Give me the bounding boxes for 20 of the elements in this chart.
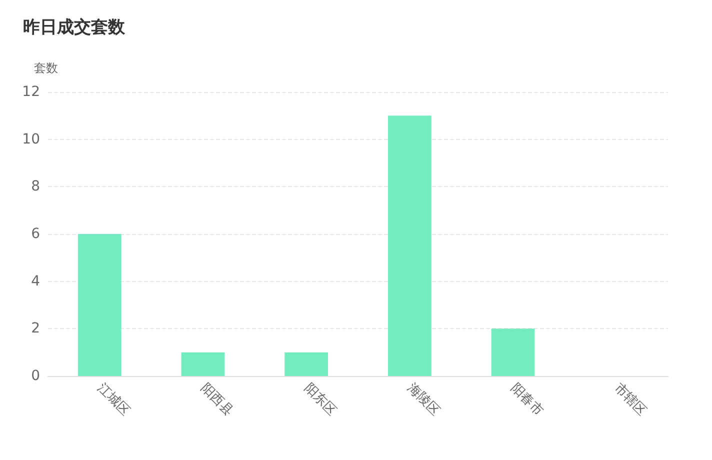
- x-tick-label: 江城区: [94, 380, 133, 419]
- y-tick-label: 0: [31, 368, 40, 384]
- chart-title: 昨日成交套数: [23, 18, 126, 38]
- x-tick-label: 阳春市: [508, 380, 546, 419]
- bar: [491, 328, 535, 376]
- y-tick-label: 4: [31, 273, 40, 290]
- bar: [388, 116, 432, 376]
- bar: [284, 352, 328, 376]
- y-tick-label: 10: [22, 131, 40, 148]
- y-tick-label: 8: [31, 178, 40, 195]
- bar: [181, 352, 225, 376]
- bar: [78, 234, 122, 376]
- x-tick-label: 阳东区: [301, 380, 340, 419]
- y-tick-label: 2: [31, 320, 40, 337]
- x-tick-label: 阳西县: [198, 380, 236, 419]
- y-tick-label: 6: [31, 226, 40, 242]
- y-axis-title: 套数: [34, 61, 58, 75]
- x-tick-label: 海陵区: [404, 380, 443, 419]
- x-tick-label: 市辖区: [611, 380, 650, 419]
- y-tick-label: 12: [22, 84, 40, 100]
